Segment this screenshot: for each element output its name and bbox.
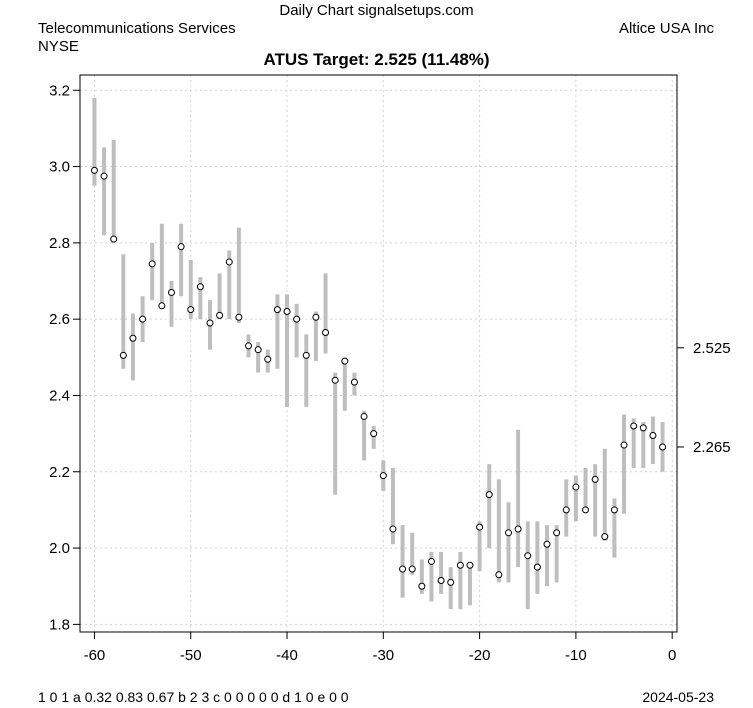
y-tick-label: 2.4 [49, 387, 70, 404]
company-label: Altice USA Inc [618, 20, 714, 37]
close-point [167, 288, 175, 296]
close-point [177, 243, 185, 251]
y-tick-label: 3.0 [49, 159, 70, 176]
close-point [447, 578, 455, 586]
close-point [245, 342, 253, 350]
close-point [437, 576, 445, 584]
close-point [235, 313, 243, 321]
close-point [196, 283, 204, 291]
close-point [399, 565, 407, 573]
y-tick-label: 2.8 [49, 235, 70, 252]
y-tick-label: 2.0 [49, 540, 70, 557]
y-tick-label: 1.8 [49, 616, 70, 633]
close-point [187, 306, 195, 314]
right-axis-label: 2.265 [693, 439, 731, 456]
close-point [350, 378, 358, 386]
y-tick-label: 3.2 [49, 82, 70, 99]
close-point [601, 533, 609, 541]
right-axis-label: 2.525 [693, 340, 731, 357]
close-points [90, 166, 667, 590]
x-tick-label: -20 [469, 647, 491, 664]
close-point [273, 306, 281, 314]
close-point [533, 563, 541, 571]
close-point [659, 443, 667, 451]
axes: -60 -50 -40 -30 -20 -10 0 1.8 2.0 2.2 2.4 2.6 2.8 3.0… [49, 82, 730, 664]
y-tick-label: 2.2 [49, 464, 70, 481]
close-point [514, 525, 522, 533]
footer-date: 2024-05-23 [642, 689, 714, 705]
close-point [427, 557, 435, 565]
plot-frame [79, 74, 678, 633]
close-point [110, 235, 118, 243]
close-point [302, 351, 310, 359]
close-point [572, 483, 580, 491]
close-point [524, 552, 532, 560]
close-point [283, 308, 291, 316]
close-point [100, 172, 108, 180]
close-point [119, 351, 127, 359]
close-point [485, 491, 493, 499]
close-point [331, 376, 339, 384]
close-point [370, 430, 378, 438]
close-point [591, 475, 599, 483]
sector-label: Telecommunications Services [38, 20, 236, 37]
close-point [206, 319, 214, 327]
footer-codes: 1 0 1 a 0.32 0.83 0.67 b 2 3 c 0 0 0 0 0… [38, 689, 349, 705]
grid-lines [80, 75, 677, 632]
close-point [139, 315, 147, 323]
close-point [476, 523, 484, 531]
x-tick-label: -60 [84, 647, 106, 664]
close-point [456, 561, 464, 569]
close-point [312, 313, 320, 321]
close-point [630, 422, 638, 430]
chart-title: ATUS Target: 2.525 (11.48%) [263, 50, 490, 69]
close-point [90, 166, 98, 174]
close-point [158, 302, 166, 310]
close-point [418, 582, 426, 590]
close-point [216, 311, 224, 319]
close-point [341, 357, 349, 365]
close-point [562, 506, 570, 514]
close-point [639, 424, 647, 432]
close-point [582, 506, 590, 514]
y-tick-label: 2.6 [49, 311, 70, 328]
x-tick-label: -40 [276, 647, 298, 664]
close-point [649, 432, 657, 440]
close-point [254, 346, 262, 354]
x-tick-label: -10 [565, 647, 587, 664]
header-title: Daily Chart signalsetups.com [279, 2, 474, 19]
close-point [553, 529, 561, 537]
close-point [264, 355, 272, 363]
close-point [466, 561, 474, 569]
close-point [408, 565, 416, 573]
close-point [293, 315, 301, 323]
close-point [129, 334, 137, 342]
close-point [389, 525, 397, 533]
close-point [495, 571, 503, 579]
close-point [610, 506, 618, 514]
close-point [225, 258, 233, 266]
x-tick-label: 0 [668, 647, 676, 664]
x-tick-label: -30 [372, 647, 394, 664]
x-tick-label: -50 [180, 647, 202, 664]
close-point [504, 529, 512, 537]
close-point [360, 412, 368, 420]
close-point [379, 472, 387, 480]
close-point [620, 441, 628, 449]
close-point [322, 329, 330, 337]
range-bars [92, 97, 665, 610]
close-point [148, 260, 156, 268]
exchange-label: NYSE [38, 38, 79, 55]
close-point [543, 540, 551, 548]
